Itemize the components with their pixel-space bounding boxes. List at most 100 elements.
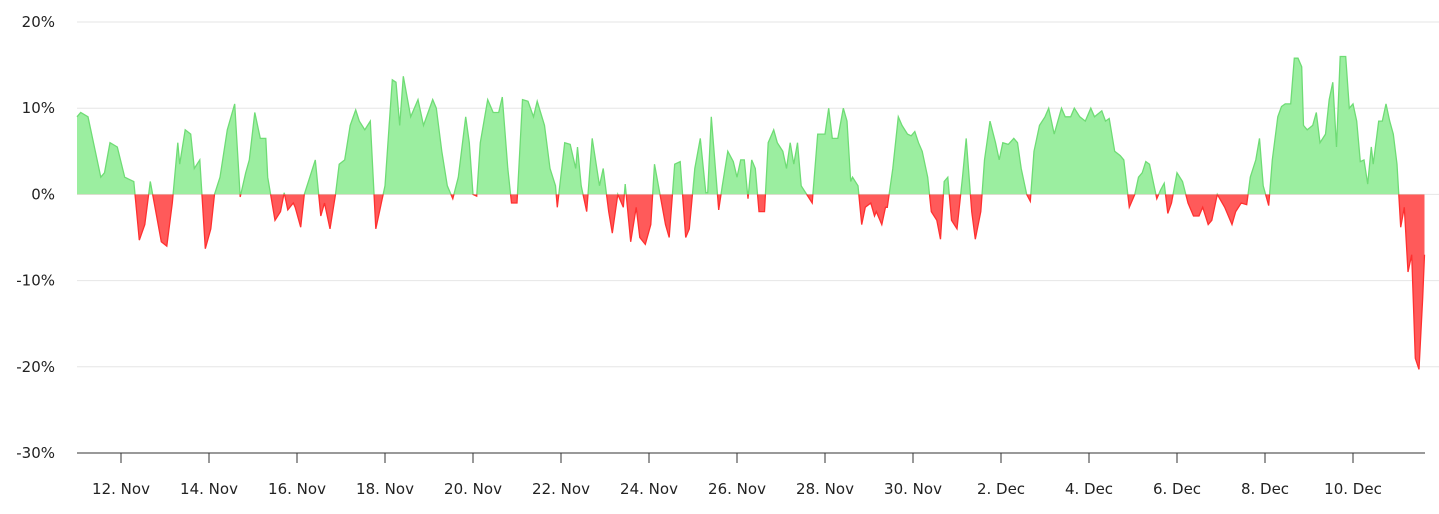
data-point bbox=[527, 100, 530, 103]
data-point bbox=[244, 171, 247, 174]
data-point bbox=[602, 167, 605, 170]
data-point bbox=[789, 141, 792, 144]
data-point bbox=[956, 227, 959, 230]
data-point bbox=[943, 180, 946, 183]
data-point bbox=[1249, 176, 1252, 179]
data-point bbox=[431, 98, 434, 101]
data-point bbox=[358, 120, 361, 123]
data-point bbox=[103, 171, 106, 174]
data-point bbox=[1363, 158, 1366, 161]
data-point bbox=[816, 133, 819, 136]
data-point bbox=[417, 98, 420, 101]
positive-area bbox=[77, 56, 1399, 195]
data-point bbox=[1234, 210, 1237, 213]
x-tick-label: 12. Nov bbox=[92, 480, 150, 498]
data-point bbox=[486, 98, 489, 101]
data-point bbox=[1128, 206, 1131, 209]
data-point bbox=[758, 210, 761, 213]
data-point bbox=[549, 167, 552, 170]
data-point bbox=[776, 141, 779, 144]
data-point bbox=[283, 191, 286, 194]
data-point bbox=[440, 150, 443, 153]
data-point bbox=[693, 167, 696, 170]
data-point bbox=[939, 238, 942, 241]
data-point bbox=[1385, 102, 1388, 105]
data-point bbox=[1223, 206, 1226, 209]
x-tick-label: 28. Nov bbox=[796, 480, 854, 498]
data-point bbox=[805, 193, 808, 196]
data-point bbox=[1254, 158, 1257, 161]
data-point bbox=[213, 193, 216, 196]
data-point bbox=[1297, 57, 1300, 60]
data-point bbox=[965, 137, 968, 140]
x-tick-label: 30. Nov bbox=[884, 480, 942, 498]
data-point bbox=[479, 141, 482, 144]
x-tick-label: 16. Nov bbox=[268, 480, 326, 498]
data-point bbox=[891, 167, 894, 170]
data-point bbox=[79, 111, 82, 114]
data-point bbox=[1144, 160, 1147, 163]
y-tick-label: 20% bbox=[22, 13, 55, 31]
data-point bbox=[1163, 182, 1166, 185]
data-point bbox=[875, 210, 878, 213]
x-axis-labels: 12. Nov 14. Nov 16. Nov 18. Nov 20. Nov 22. N… bbox=[92, 453, 1382, 498]
data-point bbox=[219, 176, 222, 179]
data-point bbox=[233, 102, 236, 105]
data-point bbox=[684, 236, 687, 239]
data-point bbox=[664, 223, 667, 226]
data-point bbox=[1377, 120, 1380, 123]
data-point bbox=[1093, 115, 1096, 118]
data-point bbox=[763, 210, 766, 213]
data-point bbox=[492, 111, 495, 114]
data-point bbox=[1331, 81, 1334, 84]
data-point bbox=[886, 206, 889, 209]
data-point bbox=[1170, 202, 1173, 205]
negative-area bbox=[77, 194, 1425, 370]
data-point bbox=[204, 247, 207, 250]
data-point bbox=[1060, 107, 1063, 110]
data-point bbox=[591, 137, 594, 140]
data-point bbox=[378, 210, 381, 213]
data-point bbox=[961, 176, 964, 179]
data-point bbox=[497, 111, 500, 114]
data-point bbox=[209, 227, 212, 230]
data-point bbox=[598, 184, 601, 187]
data-point bbox=[1324, 133, 1327, 136]
data-point bbox=[468, 141, 471, 144]
data-point bbox=[143, 223, 146, 226]
data-point bbox=[319, 215, 322, 218]
data-point bbox=[792, 163, 795, 166]
data-point bbox=[1181, 180, 1184, 183]
data-point bbox=[983, 158, 986, 161]
data-point bbox=[864, 206, 867, 209]
data-point bbox=[585, 210, 588, 213]
data-point bbox=[510, 202, 513, 205]
data-point bbox=[154, 210, 157, 213]
data-point bbox=[629, 240, 632, 243]
x-tick-label: 22. Nov bbox=[532, 480, 590, 498]
data-point bbox=[402, 75, 405, 78]
data-point bbox=[1280, 105, 1283, 108]
data-point bbox=[554, 184, 557, 187]
data-point bbox=[1359, 160, 1362, 163]
data-point bbox=[138, 239, 141, 242]
data-point bbox=[1258, 137, 1261, 140]
data-point bbox=[99, 176, 102, 179]
data-point bbox=[76, 115, 79, 118]
data-point bbox=[248, 158, 251, 161]
data-point bbox=[472, 193, 475, 196]
data-point bbox=[334, 193, 337, 196]
data-point bbox=[198, 158, 201, 161]
data-point bbox=[516, 202, 519, 205]
data-point bbox=[1392, 133, 1395, 136]
data-point bbox=[721, 184, 724, 187]
data-point bbox=[1210, 219, 1213, 222]
data-point bbox=[1335, 146, 1338, 149]
data-point bbox=[970, 210, 973, 213]
x-tick-label: 18. Nov bbox=[356, 480, 414, 498]
data-point bbox=[1073, 107, 1076, 110]
data-point bbox=[1029, 200, 1032, 203]
x-tick-label: 14. Nov bbox=[180, 480, 238, 498]
negative-line bbox=[134, 194, 1426, 370]
data-point bbox=[303, 193, 306, 196]
